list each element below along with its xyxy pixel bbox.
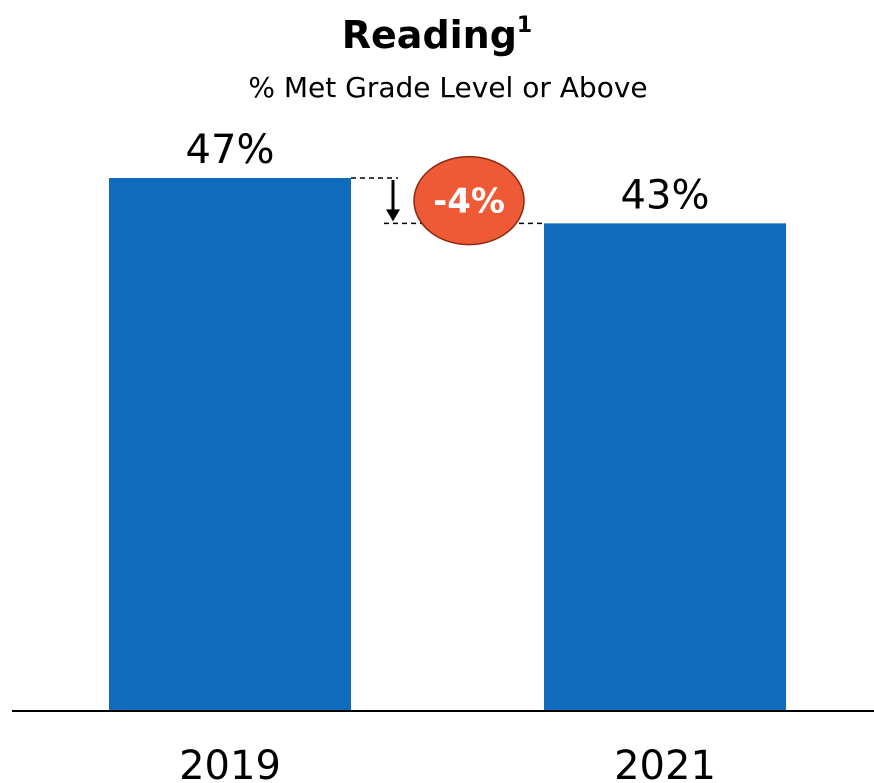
down-arrow-icon bbox=[386, 180, 400, 222]
data-label-2021: 43% bbox=[621, 172, 710, 218]
change-badge bbox=[413, 155, 525, 246]
x-tick-label-2019: 2019 bbox=[179, 743, 281, 783]
bars-layer: 47% 2019 43% 2021 bbox=[109, 127, 786, 783]
bar-2019 bbox=[109, 178, 351, 711]
change-badge-label: -4% bbox=[433, 182, 505, 222]
bar-2021 bbox=[544, 223, 786, 712]
chart-title-superscript: 1 bbox=[517, 13, 532, 38]
x-tick-label-2021: 2021 bbox=[614, 743, 716, 783]
chart-title-text: Reading bbox=[342, 13, 517, 57]
data-label-2019: 47% bbox=[186, 127, 275, 173]
chart-title: Reading1 bbox=[342, 13, 532, 57]
chart-subtitle: % Met Grade Level or Above bbox=[248, 71, 647, 104]
change-annotation: -4% bbox=[351, 155, 544, 246]
